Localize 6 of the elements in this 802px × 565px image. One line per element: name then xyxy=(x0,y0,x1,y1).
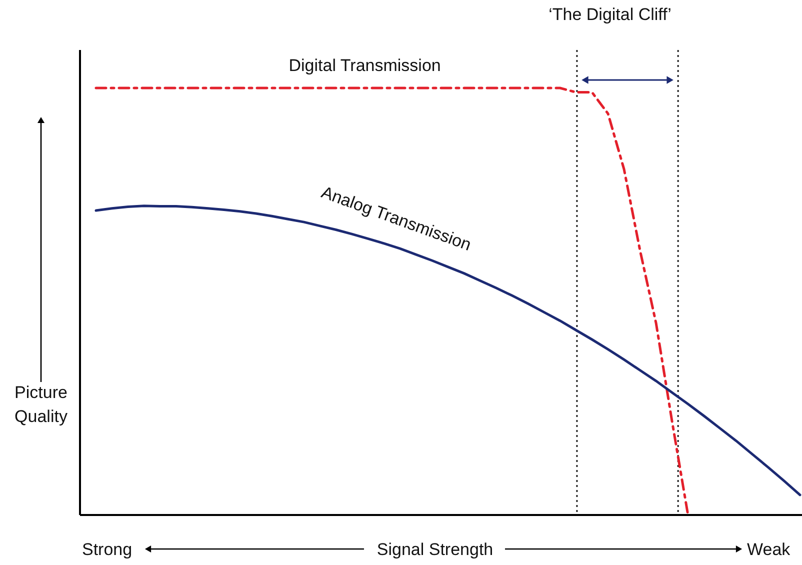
y-axis-title: Picture Quality xyxy=(14,383,68,426)
x-axis-title: Signal Strength xyxy=(376,540,494,559)
series-label: Digital Transmission xyxy=(288,56,441,76)
text: Weak xyxy=(747,540,791,559)
text: ‘The Digital Cliff’ xyxy=(548,5,672,24)
text: Strong xyxy=(82,540,132,559)
